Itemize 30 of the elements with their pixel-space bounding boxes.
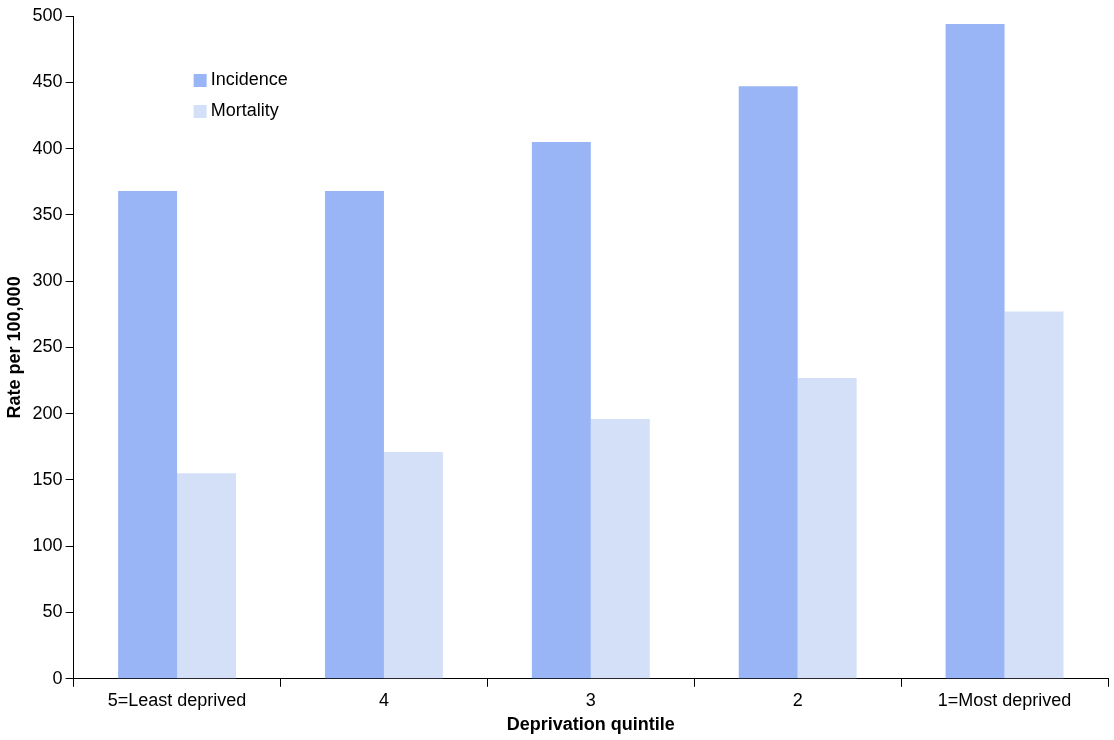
y-tick-label: 0 xyxy=(52,667,63,688)
y-tick-label: 400 xyxy=(32,137,63,158)
x-tick-label: 5=Least deprived xyxy=(107,689,247,710)
x-tick-label: 3 xyxy=(585,689,596,710)
bar xyxy=(324,190,384,679)
bar xyxy=(797,377,857,679)
y-axis-title: Rate per 100,000 xyxy=(3,276,24,419)
x-tick-label: 2 xyxy=(792,689,803,710)
x-tick-label: 4 xyxy=(378,689,389,710)
y-tick-label: 200 xyxy=(32,402,63,423)
bar xyxy=(590,418,650,679)
y-tick-label: 350 xyxy=(32,203,63,224)
bar xyxy=(945,23,1005,679)
legend-label: Mortality xyxy=(210,99,279,120)
y-tick-label: 300 xyxy=(32,270,63,291)
bar xyxy=(738,86,798,679)
y-tick-label: 500 xyxy=(32,4,63,25)
legend-label: Incidence xyxy=(210,68,288,89)
y-tick-label: 450 xyxy=(32,71,63,92)
bar xyxy=(1004,311,1064,679)
bar xyxy=(177,473,237,679)
bar xyxy=(531,141,591,679)
y-tick-label: 100 xyxy=(32,535,63,556)
x-tick-label: 1=Most deprived xyxy=(937,689,1072,710)
y-tick-label: 150 xyxy=(32,468,63,489)
y-tick-label: 50 xyxy=(42,601,63,622)
bar xyxy=(383,452,443,679)
y-tick-label: 250 xyxy=(32,336,63,357)
x-axis-title: Deprivation quintile xyxy=(506,714,675,735)
bar xyxy=(118,190,178,679)
